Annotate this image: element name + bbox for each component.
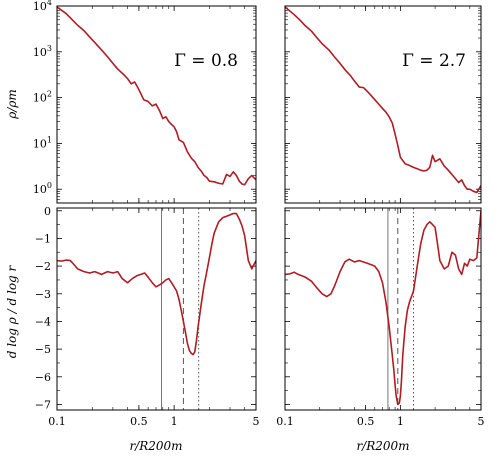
density-profile-line [285,6,481,194]
x-tick-label: 0.5 [130,415,148,428]
x-tick-label: 5 [478,415,485,428]
y-tick-label: 101 [33,135,52,150]
y-tick-label: 104 [33,0,52,13]
y-tick-label: −4 [35,315,51,328]
x-tick-label: 0.1 [48,415,66,428]
plot-frame [56,5,257,204]
y-tick-label: −1 [35,232,51,245]
panel-label-gamma-0.8: Γ = 0.8 [174,51,238,71]
y-tick-label: 100 [33,181,52,196]
log-slope-line [57,212,256,356]
x-tick-label: 1 [171,415,178,428]
log-slope-line [285,210,481,406]
slope-panel-gamma-2.7: 0.1 0.5 1 5 [276,207,485,428]
plot-frame [284,207,482,411]
y-tick-label: 0 [44,205,51,218]
x-tick-label: 0.5 [357,415,375,428]
x-tick-label: 0.1 [276,415,294,428]
plot-frame [56,207,257,411]
y-tick-label: −3 [35,288,51,301]
y-tick-label: −5 [35,343,51,356]
x-axis-label-right: r/R200m [356,439,409,453]
x-axis-label-left: r/R200m [129,439,182,453]
y-axis-label-slope: d log ρ / d log r [5,264,19,358]
y-tick-label: −6 [35,371,51,384]
density-panel-gamma-0.8: 100 101 102 103 104 [33,0,257,204]
panel-label-gamma-2.7: Γ = 2.7 [402,51,466,71]
x-tick-label: 5 [253,415,260,428]
slope-panel-gamma-0.8: 0.1 0.5 1 5 0 −1 −2 −3 −4 −5 −6 −7 [35,205,260,428]
y-tick-label: −7 [35,398,51,411]
plot-frame [284,5,482,204]
y-tick-label: 102 [33,90,52,105]
y-tick-label: 103 [33,44,52,59]
y-axis-label-density: ρ/ρm [5,89,19,120]
x-tick-label: 1 [397,415,404,428]
y-tick-label: −2 [35,260,51,273]
density-panel-gamma-2.7 [284,5,482,204]
density-profile-line [57,6,256,186]
